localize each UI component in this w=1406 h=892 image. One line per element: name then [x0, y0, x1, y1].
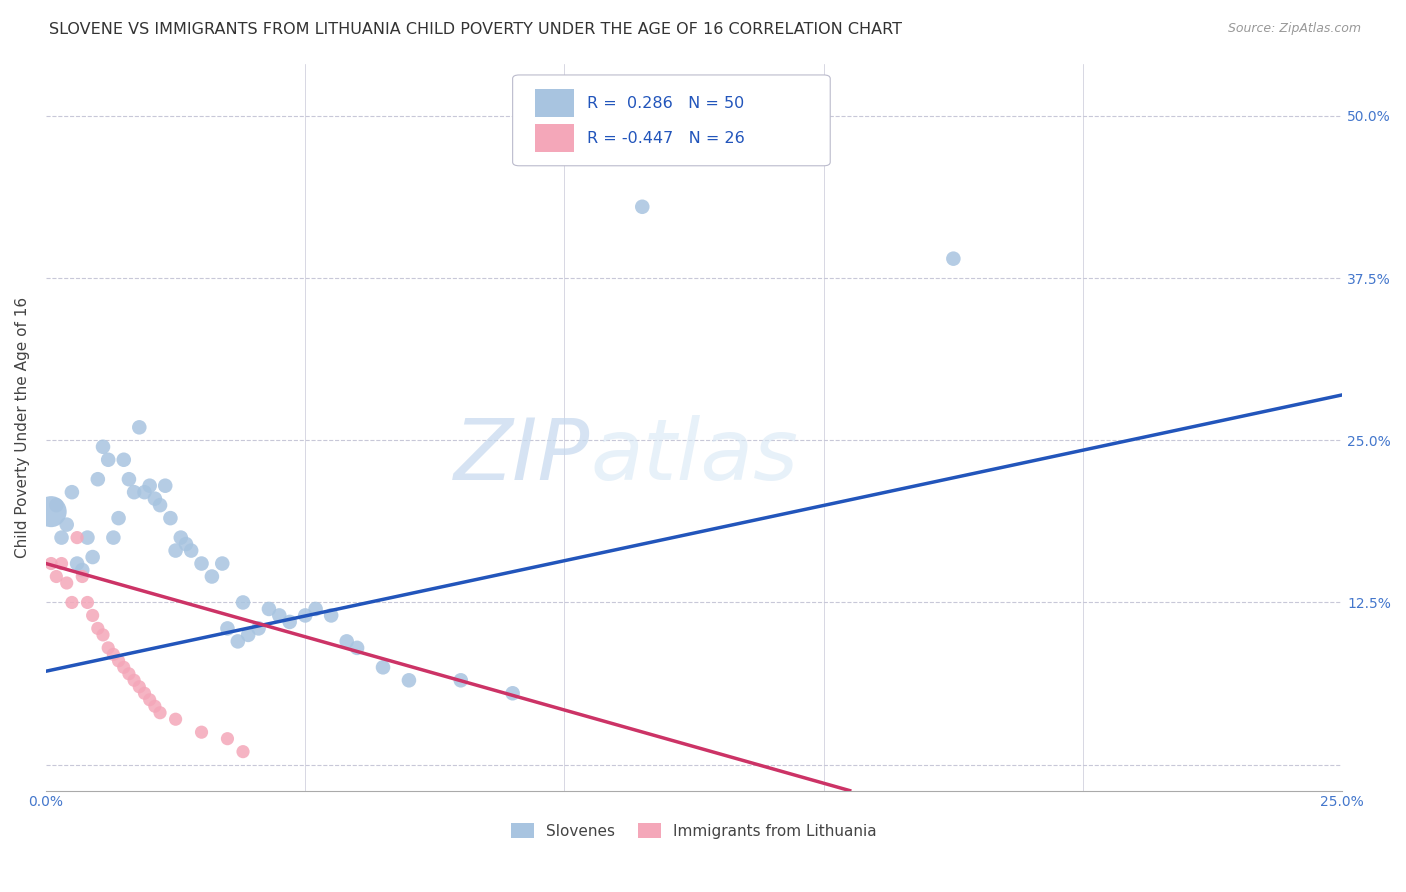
Point [165, 712, 187, 726]
Point [217, 731, 239, 746]
Point [82, 550, 104, 565]
Point [190, 557, 212, 571]
Point [942, 252, 965, 266]
Point [138, 692, 160, 706]
Point [51, 531, 73, 545]
Text: R =  0.286   N = 50: R = 0.286 N = 50 [586, 95, 744, 111]
Point [174, 537, 197, 551]
Point [103, 648, 125, 662]
Point [226, 634, 249, 648]
Point [82, 608, 104, 623]
Point [786, 109, 808, 123]
Point [39, 557, 62, 571]
Point [60, 485, 83, 500]
Point [165, 543, 187, 558]
Point [232, 595, 254, 609]
Text: ZIP: ZIP [454, 415, 591, 498]
Point [91, 440, 114, 454]
Point [631, 200, 654, 214]
Point [134, 686, 156, 700]
Point [72, 563, 94, 577]
Legend: Slovenes, Immigrants from Lithuania: Slovenes, Immigrants from Lithuania [505, 816, 883, 845]
Point [107, 511, 129, 525]
Point [60, 595, 83, 609]
Point [143, 491, 166, 506]
Point [238, 628, 260, 642]
Point [278, 615, 301, 629]
Point [118, 666, 141, 681]
Text: SLOVENE VS IMMIGRANTS FROM LITHUANIA CHILD POVERTY UNDER THE AGE OF 16 CORRELATI: SLOVENE VS IMMIGRANTS FROM LITHUANIA CHI… [49, 22, 903, 37]
Point [149, 706, 172, 720]
Point [72, 569, 94, 583]
Point [336, 634, 359, 648]
Point [128, 420, 150, 434]
Point [217, 621, 239, 635]
FancyBboxPatch shape [513, 75, 830, 166]
Point [107, 654, 129, 668]
Point [159, 511, 181, 525]
Point [190, 725, 212, 739]
Point [346, 640, 368, 655]
Point [118, 472, 141, 486]
Point [66, 531, 89, 545]
Point [45, 569, 67, 583]
Point [134, 485, 156, 500]
Point [232, 745, 254, 759]
Bar [534, 89, 574, 117]
Point [138, 479, 160, 493]
Point [180, 543, 202, 558]
Point [257, 602, 280, 616]
Point [39, 505, 62, 519]
Text: Source: ZipAtlas.com: Source: ZipAtlas.com [1227, 22, 1361, 36]
Text: atlas: atlas [591, 415, 799, 498]
Point [170, 531, 193, 545]
Point [51, 557, 73, 571]
Point [112, 452, 135, 467]
Point [201, 569, 224, 583]
Point [149, 498, 172, 512]
Point [143, 699, 166, 714]
Point [91, 628, 114, 642]
Text: R = -0.447   N = 26: R = -0.447 N = 26 [586, 130, 744, 145]
Point [87, 621, 110, 635]
Point [211, 557, 233, 571]
Point [371, 660, 394, 674]
Point [294, 608, 316, 623]
Point [502, 686, 524, 700]
Point [122, 673, 145, 688]
Point [128, 680, 150, 694]
Point [321, 608, 343, 623]
Point [66, 557, 89, 571]
Point [122, 485, 145, 500]
Point [112, 660, 135, 674]
Point [76, 531, 98, 545]
Point [97, 640, 120, 655]
Y-axis label: Child Poverty Under the Age of 16: Child Poverty Under the Age of 16 [15, 297, 30, 558]
Point [450, 673, 472, 688]
Point [304, 602, 326, 616]
Point [45, 498, 67, 512]
Point [55, 576, 77, 591]
Point [55, 517, 77, 532]
Point [103, 531, 125, 545]
Point [155, 479, 177, 493]
Point [269, 608, 291, 623]
Point [398, 673, 420, 688]
Bar [534, 124, 574, 152]
Point [247, 621, 270, 635]
Point [76, 595, 98, 609]
Point [87, 472, 110, 486]
Point [97, 452, 120, 467]
